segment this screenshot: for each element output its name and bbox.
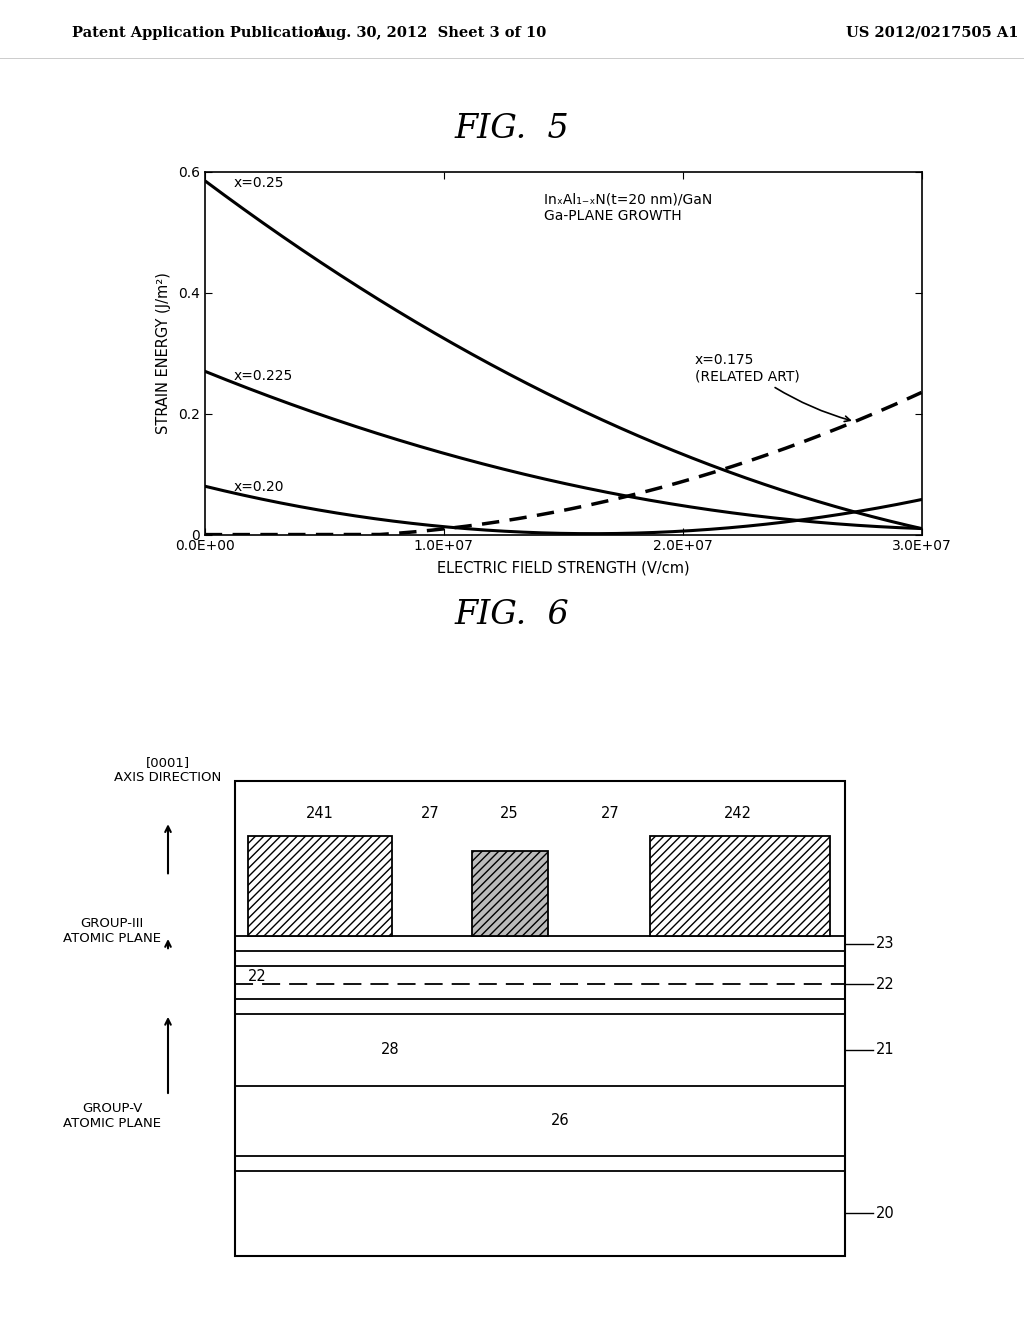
Y-axis label: STRAIN ENERGY (J/m²): STRAIN ENERGY (J/m²) xyxy=(156,272,171,434)
Text: x=0.20: x=0.20 xyxy=(233,480,284,494)
Text: [0001]
AXIS DIRECTION: [0001] AXIS DIRECTION xyxy=(115,756,221,784)
Text: 28: 28 xyxy=(381,1043,399,1057)
Text: 27: 27 xyxy=(601,807,620,821)
Text: US 2012/0217505 A1: US 2012/0217505 A1 xyxy=(846,26,1018,40)
Text: x=0.225: x=0.225 xyxy=(233,370,293,383)
Text: GROUP-III
ATOMIC PLANE: GROUP-III ATOMIC PLANE xyxy=(63,917,161,945)
Text: FIG.  6: FIG. 6 xyxy=(455,599,569,631)
Text: InₓAl₁₋ₓN(t=20 nm)/GaN
Ga-PLANE GROWTH: InₓAl₁₋ₓN(t=20 nm)/GaN Ga-PLANE GROWTH xyxy=(544,193,713,223)
Text: 21: 21 xyxy=(876,1043,895,1057)
Text: 20: 20 xyxy=(876,1205,895,1221)
Text: x=0.25: x=0.25 xyxy=(233,176,284,190)
Text: 22: 22 xyxy=(876,977,895,991)
Text: 22: 22 xyxy=(248,969,266,983)
Text: 26: 26 xyxy=(551,1113,569,1129)
Text: Patent Application Publication: Patent Application Publication xyxy=(72,26,324,40)
Text: Aug. 30, 2012  Sheet 3 of 10: Aug. 30, 2012 Sheet 3 of 10 xyxy=(314,26,546,40)
Bar xyxy=(650,837,830,936)
Text: 242: 242 xyxy=(724,807,752,821)
Text: 25: 25 xyxy=(500,807,518,821)
Text: FIG.  5: FIG. 5 xyxy=(455,112,569,145)
Bar xyxy=(234,781,845,1255)
Text: 27: 27 xyxy=(421,807,439,821)
Bar xyxy=(248,837,392,936)
Text: GROUP-V
ATOMIC PLANE: GROUP-V ATOMIC PLANE xyxy=(63,1102,161,1130)
Text: 241: 241 xyxy=(306,807,334,821)
Text: x=0.175
(RELATED ART): x=0.175 (RELATED ART) xyxy=(694,352,850,421)
X-axis label: ELECTRIC FIELD STRENGTH (V/cm): ELECTRIC FIELD STRENGTH (V/cm) xyxy=(437,561,689,576)
Bar xyxy=(472,851,548,936)
Text: 23: 23 xyxy=(876,936,895,952)
